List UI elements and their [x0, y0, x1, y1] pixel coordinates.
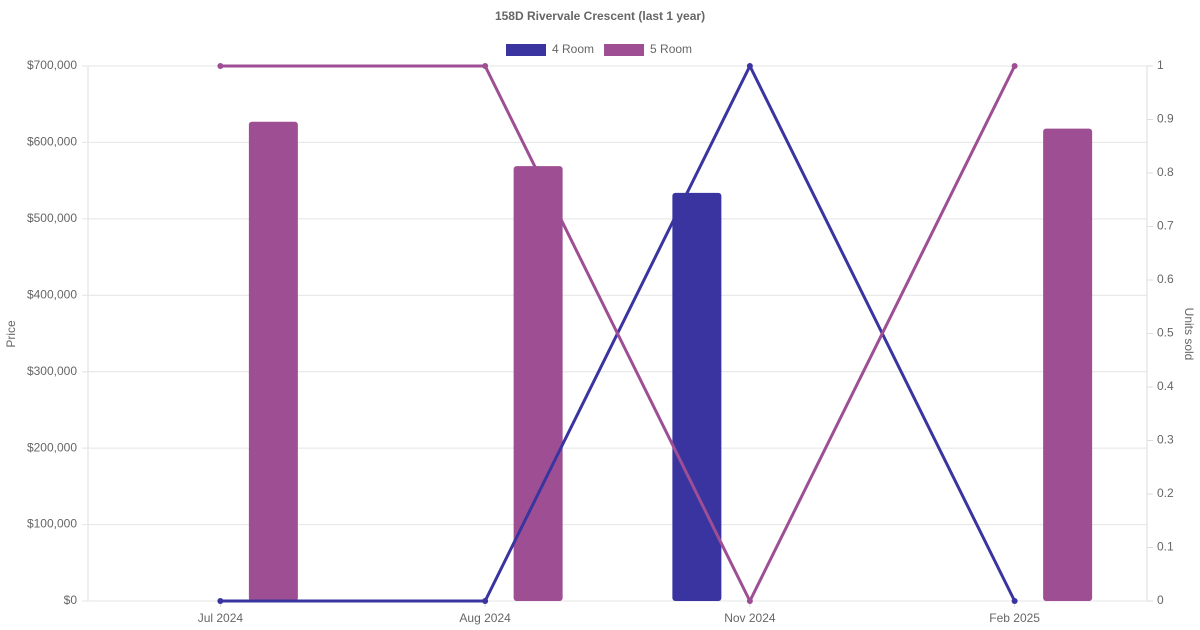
x-tick-label: Feb 2025: [989, 611, 1040, 625]
point: [482, 63, 489, 69]
point: [1011, 63, 1018, 69]
legend-swatch: [506, 44, 546, 56]
x-tick-label: Nov 2024: [724, 611, 776, 625]
bar: [513, 166, 563, 601]
y-tick-label: $700,000: [27, 58, 77, 72]
x-tick-label: Jul 2024: [198, 611, 244, 625]
y-tick-label: $400,000: [27, 287, 77, 301]
bar: [248, 121, 298, 602]
y2-axis-label: Units sold: [1182, 308, 1196, 361]
y2-tick-label: 0.4: [1157, 379, 1174, 393]
y-tick-label: $500,000: [27, 211, 77, 225]
y-tick-label: $300,000: [27, 364, 77, 378]
legend-label: 5 Room: [650, 42, 692, 56]
bar: [1043, 128, 1093, 601]
y2-tick-label: 0.9: [1157, 112, 1174, 126]
y2-tick-label: 0.6: [1157, 272, 1174, 286]
point: [217, 63, 224, 69]
point: [482, 598, 489, 604]
y-tick-label: $100,000: [27, 517, 77, 531]
y-tick-label: $600,000: [27, 135, 77, 149]
point: [746, 63, 753, 69]
y-tick-label: $200,000: [27, 440, 77, 454]
y2-tick-label: 0: [1157, 593, 1164, 607]
y2-tick-label: 1: [1157, 58, 1164, 72]
y2-tick-label: 0.5: [1157, 326, 1174, 340]
y2-tick-label: 0.2: [1157, 486, 1174, 500]
point: [217, 598, 224, 604]
line: [220, 64, 1016, 605]
y-tick-label: $0: [64, 593, 78, 607]
y2-tick-label: 0.1: [1157, 540, 1174, 554]
y2-tick-label: 0.7: [1157, 219, 1174, 233]
y2-tick-label: 0.3: [1157, 433, 1174, 447]
legend-label: 4 Room: [552, 42, 594, 56]
bar: [672, 192, 722, 601]
point: [1011, 598, 1018, 604]
x-tick-label: Aug 2024: [459, 611, 511, 625]
legend-swatch: [604, 44, 645, 56]
point: [746, 598, 753, 604]
chart-title: 158D Rivervale Crescent (last 1 year): [495, 9, 705, 23]
y2-tick-label: 0.8: [1157, 165, 1174, 179]
y-axis-label: Price: [4, 320, 18, 348]
